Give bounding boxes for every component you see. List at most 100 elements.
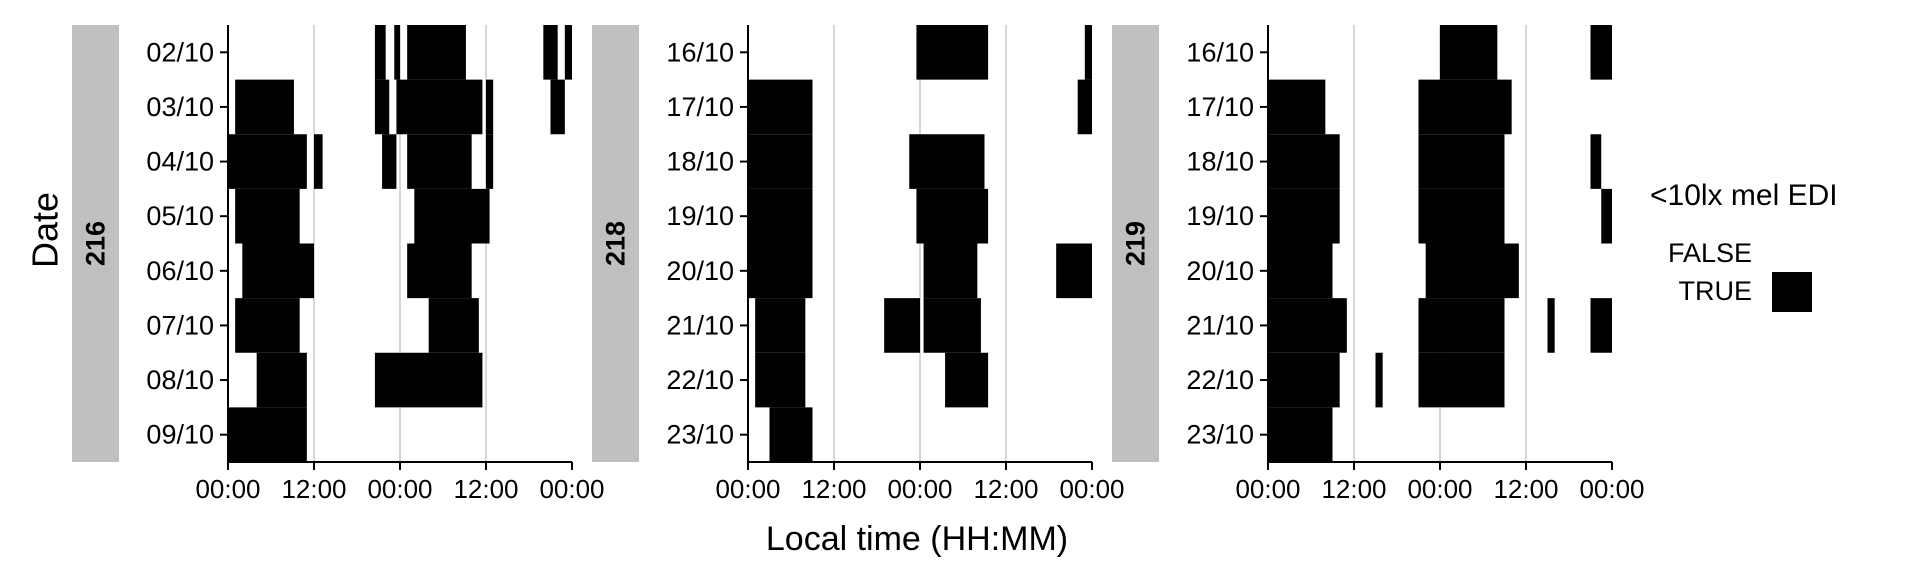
tile-true: [748, 243, 813, 299]
tile-true: [755, 298, 806, 353]
y-tick-label: 19/10: [666, 201, 734, 231]
y-tick-label: 16/10: [1186, 37, 1254, 67]
y-axis-label: Date: [25, 192, 66, 268]
legend-key-false: [1772, 234, 1812, 274]
y-tick-label: 19/10: [1186, 201, 1254, 231]
facet-strip: [72, 25, 119, 462]
x-tick-label: 00:00: [539, 474, 604, 504]
tile-true: [382, 134, 397, 189]
tile-true: [1601, 188, 1612, 244]
tile-true: [407, 25, 466, 80]
y-tick-label: 17/10: [666, 92, 734, 122]
legend-label-false: FALSE: [1668, 238, 1752, 268]
tile-true: [414, 188, 490, 244]
tile-true: [884, 298, 920, 353]
tile-true: [769, 407, 813, 462]
y-tick-label: 22/10: [1186, 365, 1254, 395]
tile-true: [748, 134, 813, 189]
tile-true: [1418, 352, 1505, 408]
tile-true: [1268, 407, 1333, 462]
tile-true: [374, 352, 483, 408]
x-tick-label: 00:00: [195, 474, 260, 504]
tile-true: [1268, 298, 1347, 353]
y-tick-label: 21/10: [666, 310, 734, 340]
x-tick-label: 12:00: [1493, 474, 1558, 504]
tile-true: [1418, 134, 1505, 189]
facet-strip: [592, 25, 639, 462]
tile-true: [486, 79, 494, 135]
tile-true: [916, 25, 989, 80]
tile-true: [1590, 25, 1612, 80]
tile-true: [1268, 188, 1340, 244]
facet-label: 218: [601, 221, 631, 266]
tile-true: [755, 352, 806, 408]
tile-true: [1590, 134, 1602, 189]
tile-true: [228, 134, 307, 189]
tile-true: [1418, 188, 1505, 244]
y-tick-label: 05/10: [146, 201, 214, 231]
tile-true: [242, 243, 314, 299]
x-axis-label: Local time (HH:MM): [766, 520, 1068, 558]
tile-true: [1590, 298, 1612, 353]
tile-true: [1268, 352, 1340, 408]
legend-title: <10lx mel EDI: [1650, 179, 1838, 212]
tile-true: [748, 188, 813, 244]
facet-label: 216: [81, 221, 111, 266]
tile-true: [564, 25, 572, 80]
y-tick-label: 23/10: [1186, 420, 1254, 450]
tile-true: [486, 134, 494, 189]
legend: <10lx mel EDI FALSE TRUE: [1650, 179, 1838, 312]
y-tick-label: 18/10: [1186, 147, 1254, 177]
tile-true: [1084, 25, 1092, 80]
tile-true: [1268, 79, 1326, 135]
facet-panels: 216 02/10 03/10 04/10 05/10 06/10 07/10 08/10 09…: [72, 25, 1645, 504]
tile-true: [923, 298, 981, 353]
tile-true: [1418, 79, 1512, 135]
x-tick-label: 00:00: [715, 474, 780, 504]
x-tick-label: 12:00: [453, 474, 518, 504]
tile-true: [428, 298, 479, 353]
tile-true: [543, 25, 558, 80]
panel-218: 218 16/10 17/10 18/10 19/10 20/10 21/10 22/10 23…: [592, 25, 1125, 504]
tile-true: [1268, 243, 1333, 299]
x-tick-label: 00:00: [887, 474, 952, 504]
legend-label-true: TRUE: [1679, 276, 1753, 306]
y-tick-label: 07/10: [146, 310, 214, 340]
y-tick-label: 02/10: [146, 37, 214, 67]
y-tick-label: 20/10: [1186, 256, 1254, 286]
tile-true: [1268, 134, 1340, 189]
tile-true: [909, 134, 985, 189]
x-tick-label: 00:00: [1235, 474, 1300, 504]
tile-true: [1440, 25, 1498, 80]
tile-true: [228, 407, 307, 462]
x-tick-label: 00:00: [1407, 474, 1472, 504]
panel-216: 216 02/10 03/10 04/10 05/10 06/10 07/10 08/10 09…: [72, 25, 605, 504]
tile-true: [1056, 243, 1092, 299]
tile-true: [1375, 352, 1383, 408]
tile-true: [314, 134, 323, 189]
y-tick-label: 20/10: [666, 256, 734, 286]
x-tick-label: 00:00: [1579, 474, 1644, 504]
y-tick-label: 21/10: [1186, 310, 1254, 340]
x-tick-label: 12:00: [1321, 474, 1386, 504]
tile-true: [235, 298, 300, 353]
x-tick-label: 00:00: [367, 474, 432, 504]
y-tick-label: 23/10: [666, 420, 734, 450]
y-tick-label: 03/10: [146, 92, 214, 122]
tile-true: [1077, 79, 1092, 135]
tile-true: [235, 188, 300, 244]
x-tick-label: 00:00: [1059, 474, 1124, 504]
y-tick-label: 08/10: [146, 365, 214, 395]
tile-true: [945, 352, 989, 408]
y-tick-label: 17/10: [1186, 92, 1254, 122]
panel-219: 219 16/10 17/10 18/10 19/10 20/10 21/10 22/10 23…: [1112, 25, 1645, 504]
tile-true: [407, 243, 472, 299]
tile-true: [394, 25, 400, 80]
tile-true: [396, 79, 483, 135]
tile-true: [1425, 243, 1519, 299]
tile-true: [374, 79, 390, 135]
tile-true: [923, 243, 978, 299]
x-tick-label: 12:00: [801, 474, 866, 504]
facet-strip: [1112, 25, 1159, 462]
